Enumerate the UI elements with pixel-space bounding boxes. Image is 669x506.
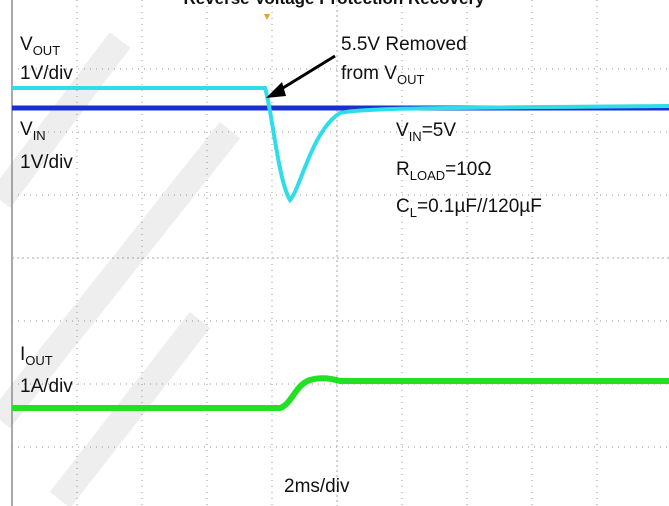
iout-scale: 1A/div (20, 376, 73, 397)
text-part: OUT (25, 353, 53, 368)
text-part: IN (409, 129, 422, 144)
text-part: R (396, 159, 410, 180)
text-part: from V (341, 63, 397, 84)
text-part: I (20, 344, 25, 365)
arrow-head (266, 82, 286, 98)
graticule (11, 0, 669, 506)
text-part: V (396, 120, 409, 141)
text-part: LOAD (410, 168, 445, 183)
text-part: =5V (422, 120, 457, 141)
trigger-marker (264, 14, 270, 20)
condition: RLOAD=10Ω (396, 159, 492, 183)
text-part: =0.1µF//120µF (417, 196, 542, 217)
vout-scale: 1V/div (20, 63, 73, 84)
text-part: IN (33, 128, 46, 143)
text-part: V (20, 34, 33, 55)
text-part: C (396, 196, 410, 217)
text-part: V (20, 119, 33, 140)
text-part: OUT (397, 72, 425, 87)
vout-trace (12, 86, 669, 204)
annotation-line2: from VOUT (341, 63, 424, 87)
iout-label: IOUT (20, 344, 53, 368)
text-part: =10Ω (445, 159, 491, 180)
text-part: OUT (33, 43, 61, 58)
vin-label: VIN (20, 119, 46, 143)
iout-trace (12, 375, 669, 411)
timebase: 2ms/div (284, 476, 350, 497)
text-part: L (410, 205, 417, 220)
annotation-line1: 5.5V Removed (341, 34, 467, 55)
annotation-arrow (277, 54, 336, 93)
vin-scale: 1V/div (20, 152, 73, 173)
condition: CL=0.1µF//120µF (396, 196, 542, 220)
condition: VIN=5V (396, 120, 456, 144)
title: Reverse Voltage Protection Recovery (183, 0, 485, 8)
vout-label: VOUT (20, 34, 60, 58)
